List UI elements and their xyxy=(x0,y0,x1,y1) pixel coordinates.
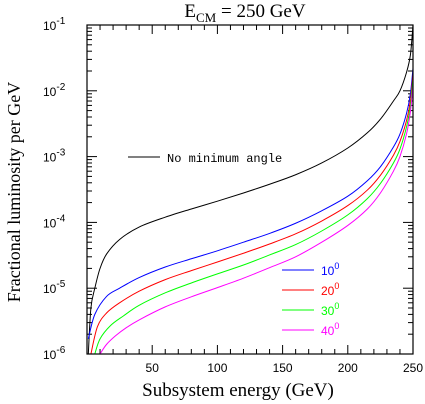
x-tick-label-1: 100 xyxy=(207,361,227,375)
series-line-1 xyxy=(87,68,414,339)
tick-labels: 50 100 150 200 250 10-6 10-5 10-4 10-3 10-2 10-1 xyxy=(43,16,423,375)
y-tick-label-2: 10-4 xyxy=(43,213,66,230)
series-line-0 xyxy=(87,24,414,355)
chart-title: ECM = 250 GeV xyxy=(184,1,305,25)
chart-title-subscript: CM xyxy=(196,10,217,25)
series-line-3 xyxy=(94,79,414,355)
y-tick-label-0: 10-6 xyxy=(43,345,66,362)
x-axis-label: Subsystem energy (GeV) xyxy=(142,380,334,401)
chart-title-suffix: = 250 GeV xyxy=(216,1,306,22)
x-tick-label-2: 150 xyxy=(273,361,293,375)
legend-label-4: 400 xyxy=(321,321,339,338)
x-tick-label-4: 250 xyxy=(403,361,423,375)
y-tick-label-4: 10-2 xyxy=(43,82,66,99)
y-axis-label: Fractional luminosity per GeV xyxy=(4,82,24,302)
legend: 100 200 300 400 xyxy=(282,261,339,338)
legend-label-1: 100 xyxy=(321,261,339,278)
y-tick-label-3: 10-3 xyxy=(43,148,66,165)
series-line-2 xyxy=(90,73,414,355)
chart-title-prefix: E xyxy=(184,1,196,22)
x-tick-label-0: 50 xyxy=(146,361,160,375)
plot-frame xyxy=(86,24,414,355)
series-lines xyxy=(87,24,414,355)
x-tick-label-3: 200 xyxy=(338,361,358,375)
y-tick-label-5: 10-1 xyxy=(43,16,66,33)
y-tick-label-1: 10-5 xyxy=(43,279,66,296)
legend-label-2: 200 xyxy=(321,281,339,298)
series-annotations: No minimum angle 100 200 300 400 xyxy=(128,152,339,338)
legend-label-3: 300 xyxy=(321,301,339,318)
axis-ticks xyxy=(87,24,414,355)
annotation-label-no-minimum-angle: No minimum angle xyxy=(167,152,282,166)
series-line-4 xyxy=(99,85,414,355)
